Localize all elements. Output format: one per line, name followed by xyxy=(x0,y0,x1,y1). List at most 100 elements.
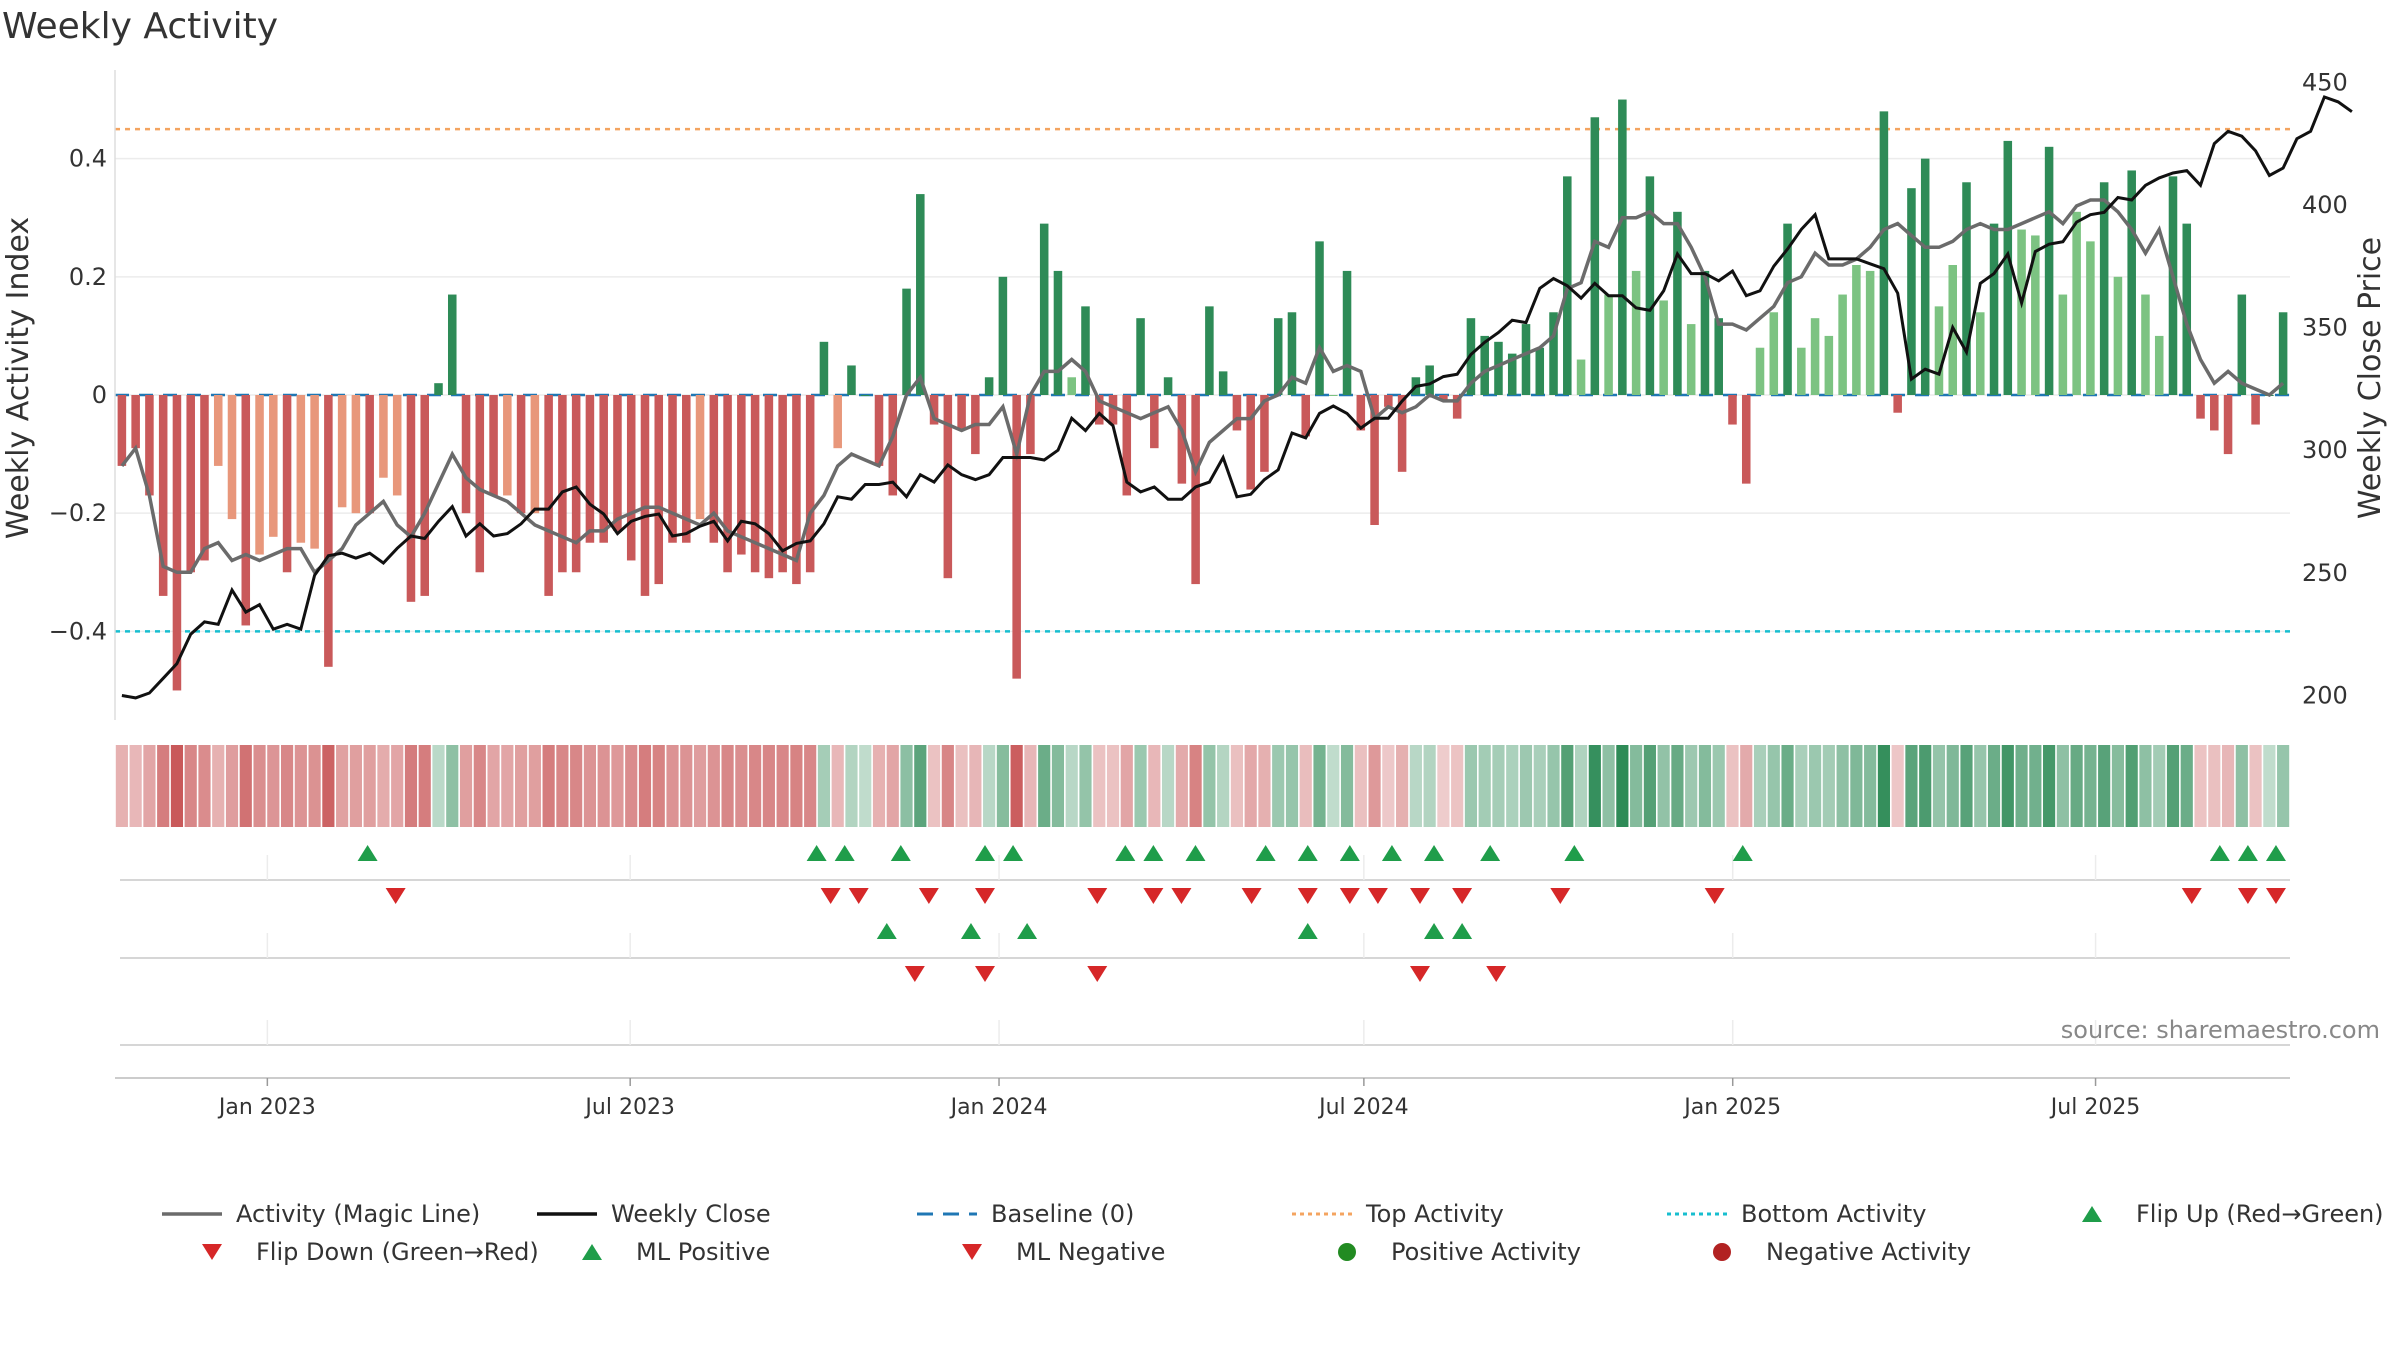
flip-down-marker xyxy=(1452,888,1473,904)
y-axis-label: Weekly Activity Index xyxy=(1,217,36,539)
heat-cell xyxy=(239,745,252,827)
heat-cell xyxy=(597,745,610,827)
ml-positive-marker xyxy=(960,923,981,939)
heat-cell xyxy=(1464,745,1478,827)
heat-cell xyxy=(2043,745,2056,827)
flip-down-marker xyxy=(2181,888,2202,904)
source-credit: source: sharemaestro.com xyxy=(2060,1016,2380,1044)
activity-bar xyxy=(750,395,760,573)
activity-bar xyxy=(1232,395,1242,431)
heat-cell xyxy=(1795,745,1808,827)
legend-symbol xyxy=(962,1244,982,1260)
y2-tick-label: 350 xyxy=(2302,314,2348,342)
heat-cell xyxy=(363,745,376,827)
activity-bar xyxy=(1521,324,1531,395)
activity-bar xyxy=(2031,235,2040,395)
activity-bar xyxy=(282,395,292,573)
heat-cell xyxy=(845,745,858,827)
heat-cell xyxy=(487,745,500,827)
heat-cell xyxy=(391,745,404,827)
signal-rows xyxy=(120,845,2290,1046)
activity-bar xyxy=(200,395,209,561)
heat-cell xyxy=(1492,745,1505,827)
activity-bar xyxy=(778,395,787,573)
heat-cell xyxy=(680,745,693,827)
chart-legend: Activity (Magic Line) Weekly Close Baselin… xyxy=(160,1200,2400,1290)
activity-bar xyxy=(805,395,815,573)
legend-symbol xyxy=(1667,1212,1727,1216)
activity-bar xyxy=(324,395,333,667)
heat-cell xyxy=(2139,745,2152,827)
heat-cell xyxy=(556,745,569,827)
activity-bar xyxy=(668,395,677,543)
heat-cell xyxy=(1327,745,1340,827)
activity-bar xyxy=(1797,347,1806,395)
heat-cell xyxy=(1946,745,1959,827)
series-lines xyxy=(120,95,2353,700)
flip-down-marker xyxy=(2237,888,2258,904)
legend-item: Negative Activity xyxy=(1690,1238,1971,1266)
flip-up-marker xyxy=(2265,845,2286,861)
activity-bar xyxy=(819,341,829,395)
flip-down-marker xyxy=(1704,888,1725,904)
activity-bar xyxy=(227,395,237,520)
activity-bar xyxy=(447,294,457,395)
flip-up-marker xyxy=(1143,845,1164,861)
flip-up-marker xyxy=(834,845,855,861)
heat-cell xyxy=(749,745,762,827)
legend-label: Positive Activity xyxy=(1391,1238,1581,1266)
activity-bar xyxy=(1962,182,1971,395)
activity-bar xyxy=(2044,146,2054,395)
legend-symbol xyxy=(1338,1243,1356,1261)
heat-cell xyxy=(886,745,899,827)
y2-tick-label: 200 xyxy=(2302,681,2348,709)
activity-bar xyxy=(1329,395,1338,396)
heat-cell xyxy=(721,745,734,827)
heat-cell xyxy=(983,745,996,827)
activity-bar xyxy=(1287,312,1297,395)
activity-bar xyxy=(406,395,416,602)
activity-bar xyxy=(489,395,498,496)
activity-bar xyxy=(1439,395,1448,401)
flip-up-marker xyxy=(1339,845,1360,861)
activity-bar xyxy=(682,395,691,543)
activity-bar xyxy=(1879,111,1889,395)
activity-bar xyxy=(516,395,526,514)
legend-label: Bottom Activity xyxy=(1741,1200,1927,1228)
heat-cell xyxy=(1891,745,1904,827)
heat-cell xyxy=(2221,745,2235,827)
activity-bar xyxy=(241,395,251,626)
heat-cell xyxy=(1038,745,1051,827)
heat-cell xyxy=(927,745,941,827)
heat-cell xyxy=(625,745,638,827)
activity-bar xyxy=(1136,318,1145,395)
activity-bar xyxy=(351,395,361,514)
activity-bar xyxy=(847,365,856,395)
activity-bar xyxy=(1012,395,1021,679)
activity-bar xyxy=(1094,395,1104,425)
activity-bar xyxy=(833,395,842,449)
activity-bar xyxy=(571,395,581,573)
activity-bar xyxy=(1810,318,1820,395)
heat-cell xyxy=(1396,745,1409,827)
heat-cell xyxy=(707,745,720,827)
heat-cell xyxy=(1230,745,1243,827)
activity-bar xyxy=(1659,300,1668,395)
heat-cell xyxy=(1877,745,1890,827)
legend-label: ML Positive xyxy=(636,1238,771,1266)
activity-bar xyxy=(2196,395,2205,419)
activity-bar xyxy=(1893,395,1902,413)
heat-cell xyxy=(2029,745,2042,827)
legend-symbol xyxy=(2082,1206,2102,1222)
heat-cell xyxy=(404,745,418,827)
activity-bar xyxy=(1604,294,1613,395)
activity-bar xyxy=(2113,276,2123,395)
flip-down-marker xyxy=(1550,888,1571,904)
heat-cell xyxy=(1960,745,1973,827)
activity-bar xyxy=(2003,140,2013,395)
heat-cell xyxy=(501,745,514,827)
heat-cell xyxy=(212,745,225,827)
legend-item: Weekly Close xyxy=(535,1200,771,1228)
activity-bar xyxy=(723,395,732,573)
